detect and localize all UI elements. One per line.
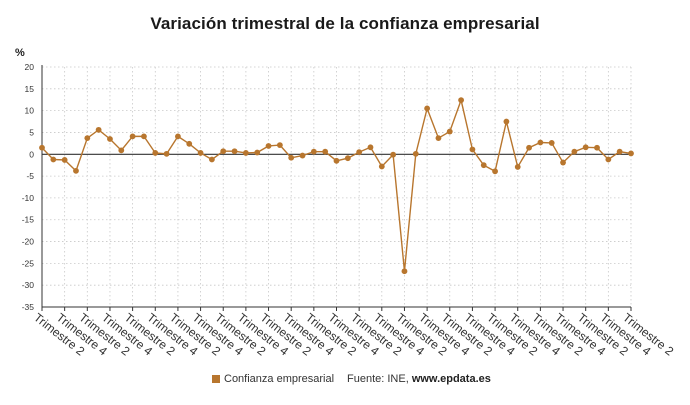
grid [42, 66, 632, 307]
data-point [333, 157, 340, 164]
data-point [548, 140, 555, 146]
data-point [390, 151, 397, 158]
data-point [254, 149, 261, 156]
data-point [582, 144, 589, 151]
data-point [288, 154, 295, 161]
series-line-confianza-empresarial [41, 97, 632, 272]
data-point [61, 157, 68, 163]
data-point [492, 168, 498, 175]
data-point [526, 144, 532, 151]
data-point [514, 164, 521, 170]
data-point [163, 150, 170, 157]
data-point [594, 144, 600, 151]
data-point [605, 156, 612, 163]
y-tick-label: -15 [22, 215, 35, 225]
chart-footer: Confianza empresarial Fuente: INE, www.e… [0, 373, 690, 389]
y-tick-label: 5 [29, 127, 34, 137]
y-tick-label: -5 [26, 171, 34, 181]
data-point [129, 133, 136, 140]
data-point [265, 143, 272, 149]
data-point [299, 152, 306, 159]
data-point [480, 162, 487, 169]
data-point [186, 140, 193, 147]
y-axis-unit: % [15, 47, 25, 59]
data-point [458, 97, 464, 104]
legend-label: Confianza empresarial [224, 373, 335, 385]
data-point [118, 147, 125, 154]
data-point [209, 156, 215, 163]
source-prefix: Fuente: INE, [347, 373, 412, 385]
chart-title: Variación trimestral de la confianza emp… [150, 14, 540, 33]
data-point [175, 133, 181, 140]
y-tick-label: 10 [25, 106, 35, 116]
y-tick-label: 20 [25, 62, 35, 72]
data-point [503, 118, 510, 125]
legend-swatch [212, 375, 220, 383]
data-point [310, 148, 317, 155]
data-point [242, 150, 249, 156]
data-point [412, 150, 419, 157]
data-point [356, 149, 363, 155]
data-points [39, 97, 634, 275]
data-point [435, 135, 442, 142]
source-site: www.epdata.es [411, 373, 491, 385]
data-point [401, 268, 408, 275]
data-point [537, 139, 544, 146]
data-point [73, 167, 79, 174]
data-point [107, 136, 113, 142]
legend: Confianza empresarial [212, 373, 334, 385]
data-point [152, 150, 159, 156]
data-point [424, 105, 431, 112]
source-note: Fuente: INE, www.epdata.es [347, 373, 491, 385]
y-tick-label: 0 [29, 149, 34, 159]
data-point [560, 159, 566, 166]
data-point [322, 148, 329, 155]
data-point [571, 148, 578, 155]
line-chart: 20 15 10 5 0 -5 -10 -15 -20 -25 -30 -35 Trimestre 2… [22, 62, 677, 359]
data-point [616, 148, 623, 155]
y-tick-labels: 20 15 10 5 0 -5 -10 -15 -20 -25 -30 -35 [22, 62, 35, 312]
data-point [628, 150, 634, 157]
data-point [446, 128, 453, 135]
data-point [367, 144, 374, 151]
y-tick-label: -35 [22, 302, 35, 312]
data-point [84, 135, 91, 142]
data-point [197, 150, 204, 156]
data-point [141, 133, 147, 140]
data-point [95, 126, 102, 133]
data-point [276, 142, 283, 149]
data-point [39, 144, 45, 151]
y-tick-label: -30 [22, 280, 35, 290]
axes [41, 65, 632, 311]
y-tick-label: -10 [22, 193, 35, 203]
data-point [469, 146, 476, 153]
data-point [50, 156, 57, 163]
data-point [344, 155, 351, 162]
data-point [231, 148, 238, 155]
y-tick-label: -20 [22, 237, 35, 247]
y-tick-label: -25 [22, 258, 35, 268]
data-point [220, 148, 227, 155]
y-tick-label: 15 [25, 84, 35, 94]
data-point [378, 163, 385, 170]
